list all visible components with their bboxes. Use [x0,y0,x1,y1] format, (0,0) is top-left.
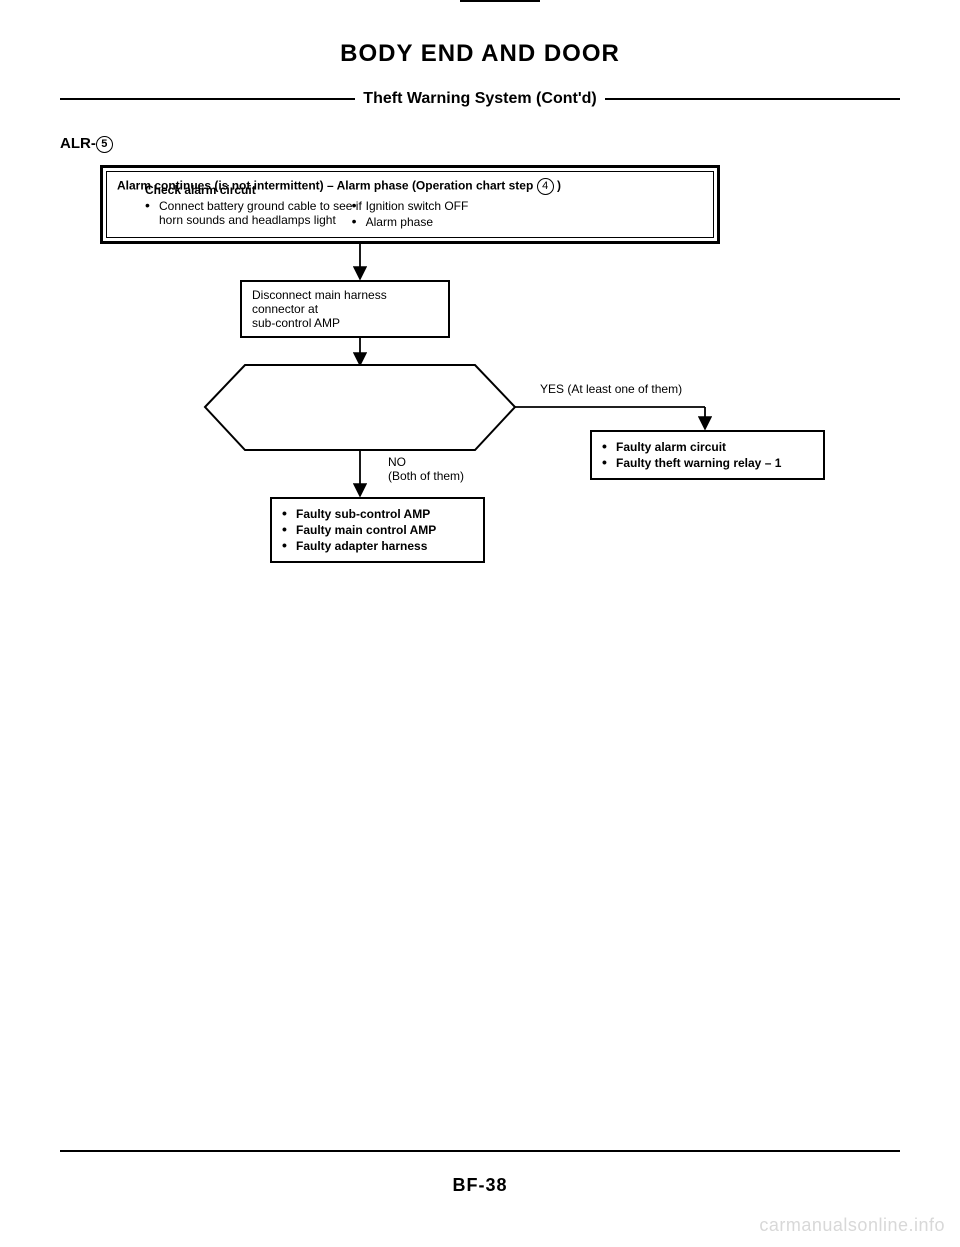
bottom-divider [60,1150,900,1152]
no-label-1: NO [388,455,406,469]
faulty-right-box: Faulty alarm circuit Faulty theft warnin… [590,430,825,480]
faulty-right-2: Faulty theft warning relay – 1 [602,456,813,470]
watermark: carmanualsonline.info [759,1215,945,1236]
top-mark [460,0,540,2]
faulty-left-3: Faulty adapter harness [282,539,473,553]
faulty-left-2: Faulty main control AMP [282,523,473,537]
faulty-left-box: Faulty sub-control AMP Faulty main contr… [270,497,485,563]
page-container: BODY END AND DOOR Theft Warning System (… [0,0,960,1247]
check-diamond-text: Check alarm circuit Connect battery grou… [145,183,375,229]
hr-divider-right [605,98,900,100]
faulty-left-1: Faulty sub-control AMP [282,507,473,521]
check-item-1: Connect battery ground cable to see if h… [145,199,375,227]
no-label-2: (Both of them) [388,469,464,483]
no-label: NO (Both of them) [388,455,464,483]
start-title-num: 4 [537,178,554,195]
subtitle-row: Theft Warning System (Cont'd) [60,90,900,108]
main-title: BODY END AND DOOR [0,40,960,68]
alr-circle-number: 5 [96,136,113,153]
page-number: BF-38 [0,1175,960,1196]
flowchart-container: Alarm continues (is not intermittent) – … [100,165,860,605]
disconnect-line2: sub-control AMP [252,316,438,330]
faulty-right-1: Faulty alarm circuit [602,440,813,454]
alr-label: ALR-5 [60,135,113,153]
subtitle-text: Theft Warning System (Cont'd) [355,90,604,108]
disconnect-line1: Disconnect main harness connector at [252,288,438,316]
alr-prefix: ALR- [60,135,96,152]
hr-divider-left [60,98,355,100]
start-title-post: ) [554,179,561,193]
yes-label: YES (At least one of them) [540,382,682,396]
disconnect-box: Disconnect main harness connector at sub… [240,280,450,338]
check-title: Check alarm circuit [145,183,375,197]
